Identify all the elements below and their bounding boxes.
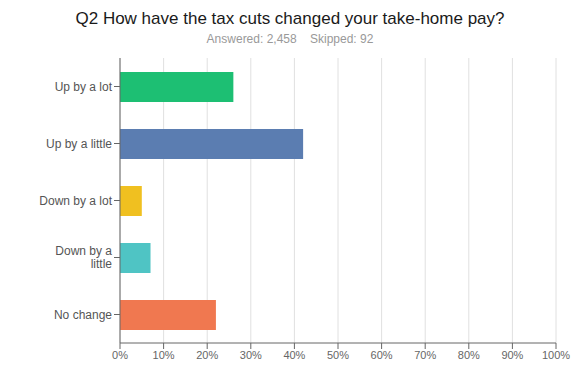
svg-text:Down by a lot: Down by a lot bbox=[39, 194, 112, 208]
svg-text:Down by alittle: Down by alittle bbox=[55, 244, 112, 271]
svg-text:30%: 30% bbox=[240, 349, 262, 361]
svg-text:20%: 20% bbox=[196, 349, 218, 361]
svg-text:80%: 80% bbox=[458, 349, 480, 361]
svg-text:90%: 90% bbox=[501, 349, 523, 361]
svg-text:10%: 10% bbox=[153, 349, 175, 361]
svg-text:70%: 70% bbox=[414, 349, 436, 361]
svg-text:0%: 0% bbox=[112, 349, 128, 361]
svg-text:50%: 50% bbox=[327, 349, 349, 361]
svg-text:60%: 60% bbox=[371, 349, 393, 361]
html-text:Q2 How have the tax cuts chang: Q2 How have the tax cuts changed your ta… bbox=[75, 9, 505, 28]
svg-text:No change: No change bbox=[54, 308, 112, 322]
svg-text:Up by a lot: Up by a lot bbox=[55, 80, 113, 94]
svg-text:Up by a little: Up by a little bbox=[46, 137, 112, 151]
html-text:Answered: 2,458 Skipped: 92: Answered: 2,458 Skipped: 92 bbox=[206, 32, 374, 46]
svg-text:100%: 100% bbox=[542, 349, 570, 361]
svg-text:40%: 40% bbox=[283, 349, 305, 361]
